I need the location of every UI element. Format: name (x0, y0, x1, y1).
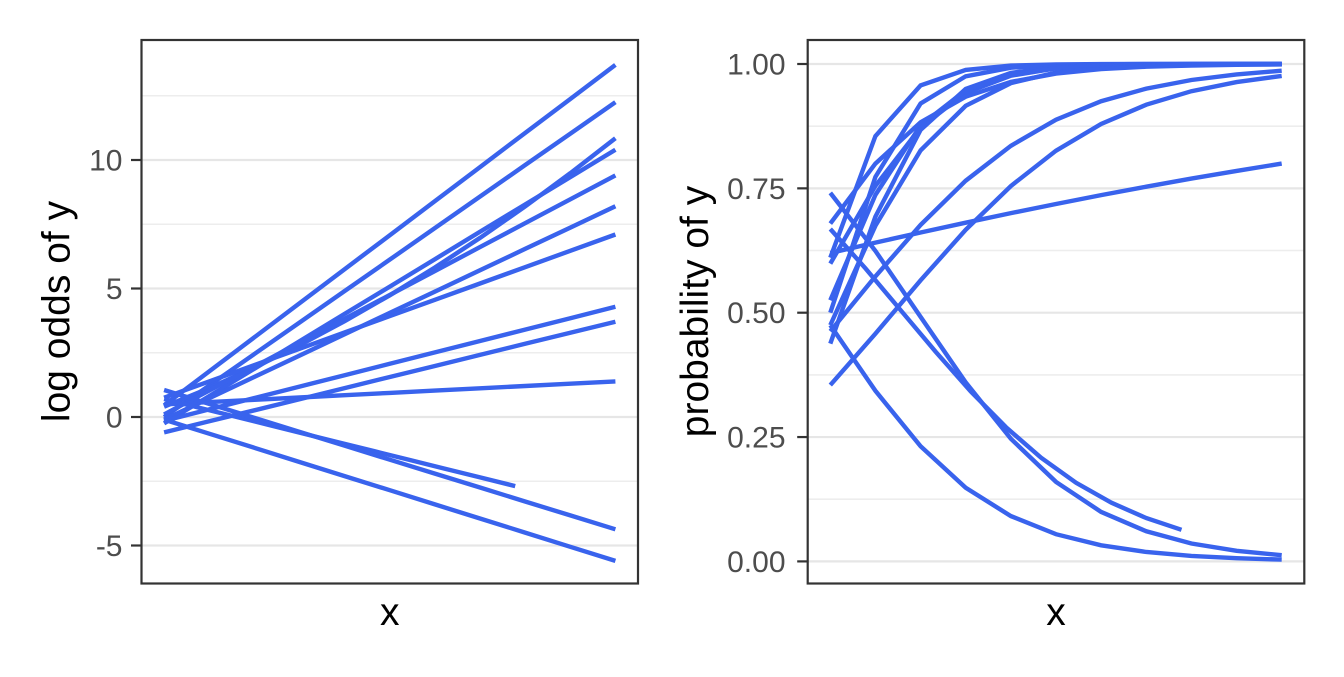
svg-text:10: 10 (89, 145, 122, 178)
svg-text:x: x (1046, 591, 1066, 634)
svg-text:0.50: 0.50 (727, 297, 785, 330)
svg-text:log odds of y: log odds of y (36, 200, 79, 422)
svg-text:0.75: 0.75 (727, 173, 785, 206)
svg-text:probability of y: probability of y (674, 185, 717, 437)
svg-text:0.25: 0.25 (727, 422, 785, 455)
svg-text:0.00: 0.00 (727, 546, 785, 579)
svg-text:1.00: 1.00 (727, 49, 785, 82)
svg-text:x: x (380, 591, 400, 634)
svg-text:5: 5 (106, 273, 123, 306)
svg-text:0: 0 (106, 402, 123, 435)
svg-text:-5: -5 (96, 530, 123, 563)
